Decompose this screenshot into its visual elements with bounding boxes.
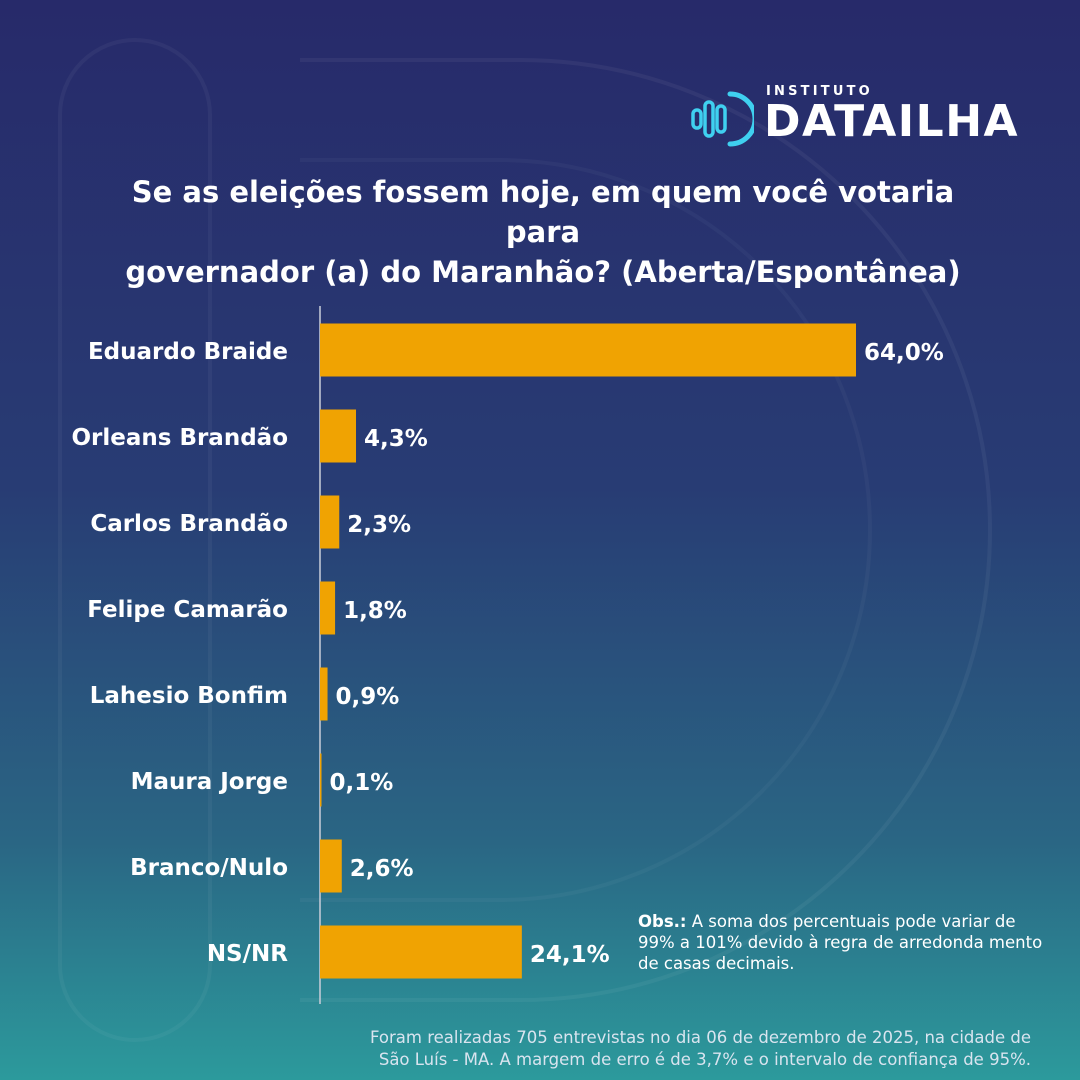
value-label-branco-nulo: 2,6% <box>350 856 414 882</box>
value-label-ns-nr: 24,1% <box>530 942 610 968</box>
category-label-branco-nulo: Branco/Nulo <box>130 855 288 881</box>
datailha-logo: INSTITUTO DATAILHA <box>690 82 1030 154</box>
value-label-lahesio-bonfim: 0,9% <box>336 684 400 710</box>
category-label-maura-jorge: Maura Jorge <box>131 769 288 795</box>
value-label-orleans-brandao: 4,3% <box>364 426 428 452</box>
observation-label: Obs.: <box>638 912 687 931</box>
methodology-line1: Foram realizadas 705 entrevistas no dia … <box>370 1028 1031 1047</box>
value-label-carlos-brandao: 2,3% <box>347 512 411 538</box>
bar-branco-nulo <box>320 839 342 893</box>
category-label-carlos-brandao: Carlos Brandão <box>90 511 288 537</box>
category-label-eduardo-braide: Eduardo Braide <box>88 339 288 365</box>
category-label-lahesio-bonfim: Lahesio Bonfim <box>90 683 288 709</box>
logo-datailha-text: DATAILHA <box>764 96 1020 147</box>
observation-note: Obs.: A soma dos percentuais pode variar… <box>638 911 1043 974</box>
value-label-felipe-camarao: 1,8% <box>343 598 407 624</box>
chart-title-line2: governador (a) do Maranhão? (Aberta/Espo… <box>125 255 961 289</box>
bar-eduardo-braide <box>320 323 856 377</box>
bar-maura-jorge <box>320 753 322 807</box>
chart-title-line1: Se as eleições fossem hoje, em quem você… <box>131 175 955 249</box>
logo-instituto-text: INSTITUTO <box>766 84 873 99</box>
category-label-felipe-camarao: Felipe Camarão <box>87 597 288 623</box>
methodology-line2: São Luís - MA. A margem de erro é de 3,7… <box>378 1050 1031 1069</box>
bar-felipe-camarao <box>320 581 336 635</box>
observation-text: A soma dos percentuais pode variar de 99… <box>638 912 1043 973</box>
bar-carlos-brandao <box>320 495 340 549</box>
bar-ns-nr <box>320 925 522 979</box>
chart-title: Se as eleições fossem hoje, em quem você… <box>120 172 966 292</box>
category-label-orleans-brandao: Orleans Brandão <box>71 425 288 451</box>
value-label-eduardo-braide: 64,0% <box>864 340 944 366</box>
value-label-maura-jorge: 0,1% <box>330 770 394 796</box>
bar-orleans-brandao <box>320 409 357 463</box>
bar-lahesio-bonfim <box>320 667 328 721</box>
category-label-ns-nr: NS/NR <box>207 941 288 967</box>
datailha-logo-icon <box>691 91 754 147</box>
methodology-footer: Foram realizadas 705 entrevistas no dia … <box>240 1027 1031 1071</box>
